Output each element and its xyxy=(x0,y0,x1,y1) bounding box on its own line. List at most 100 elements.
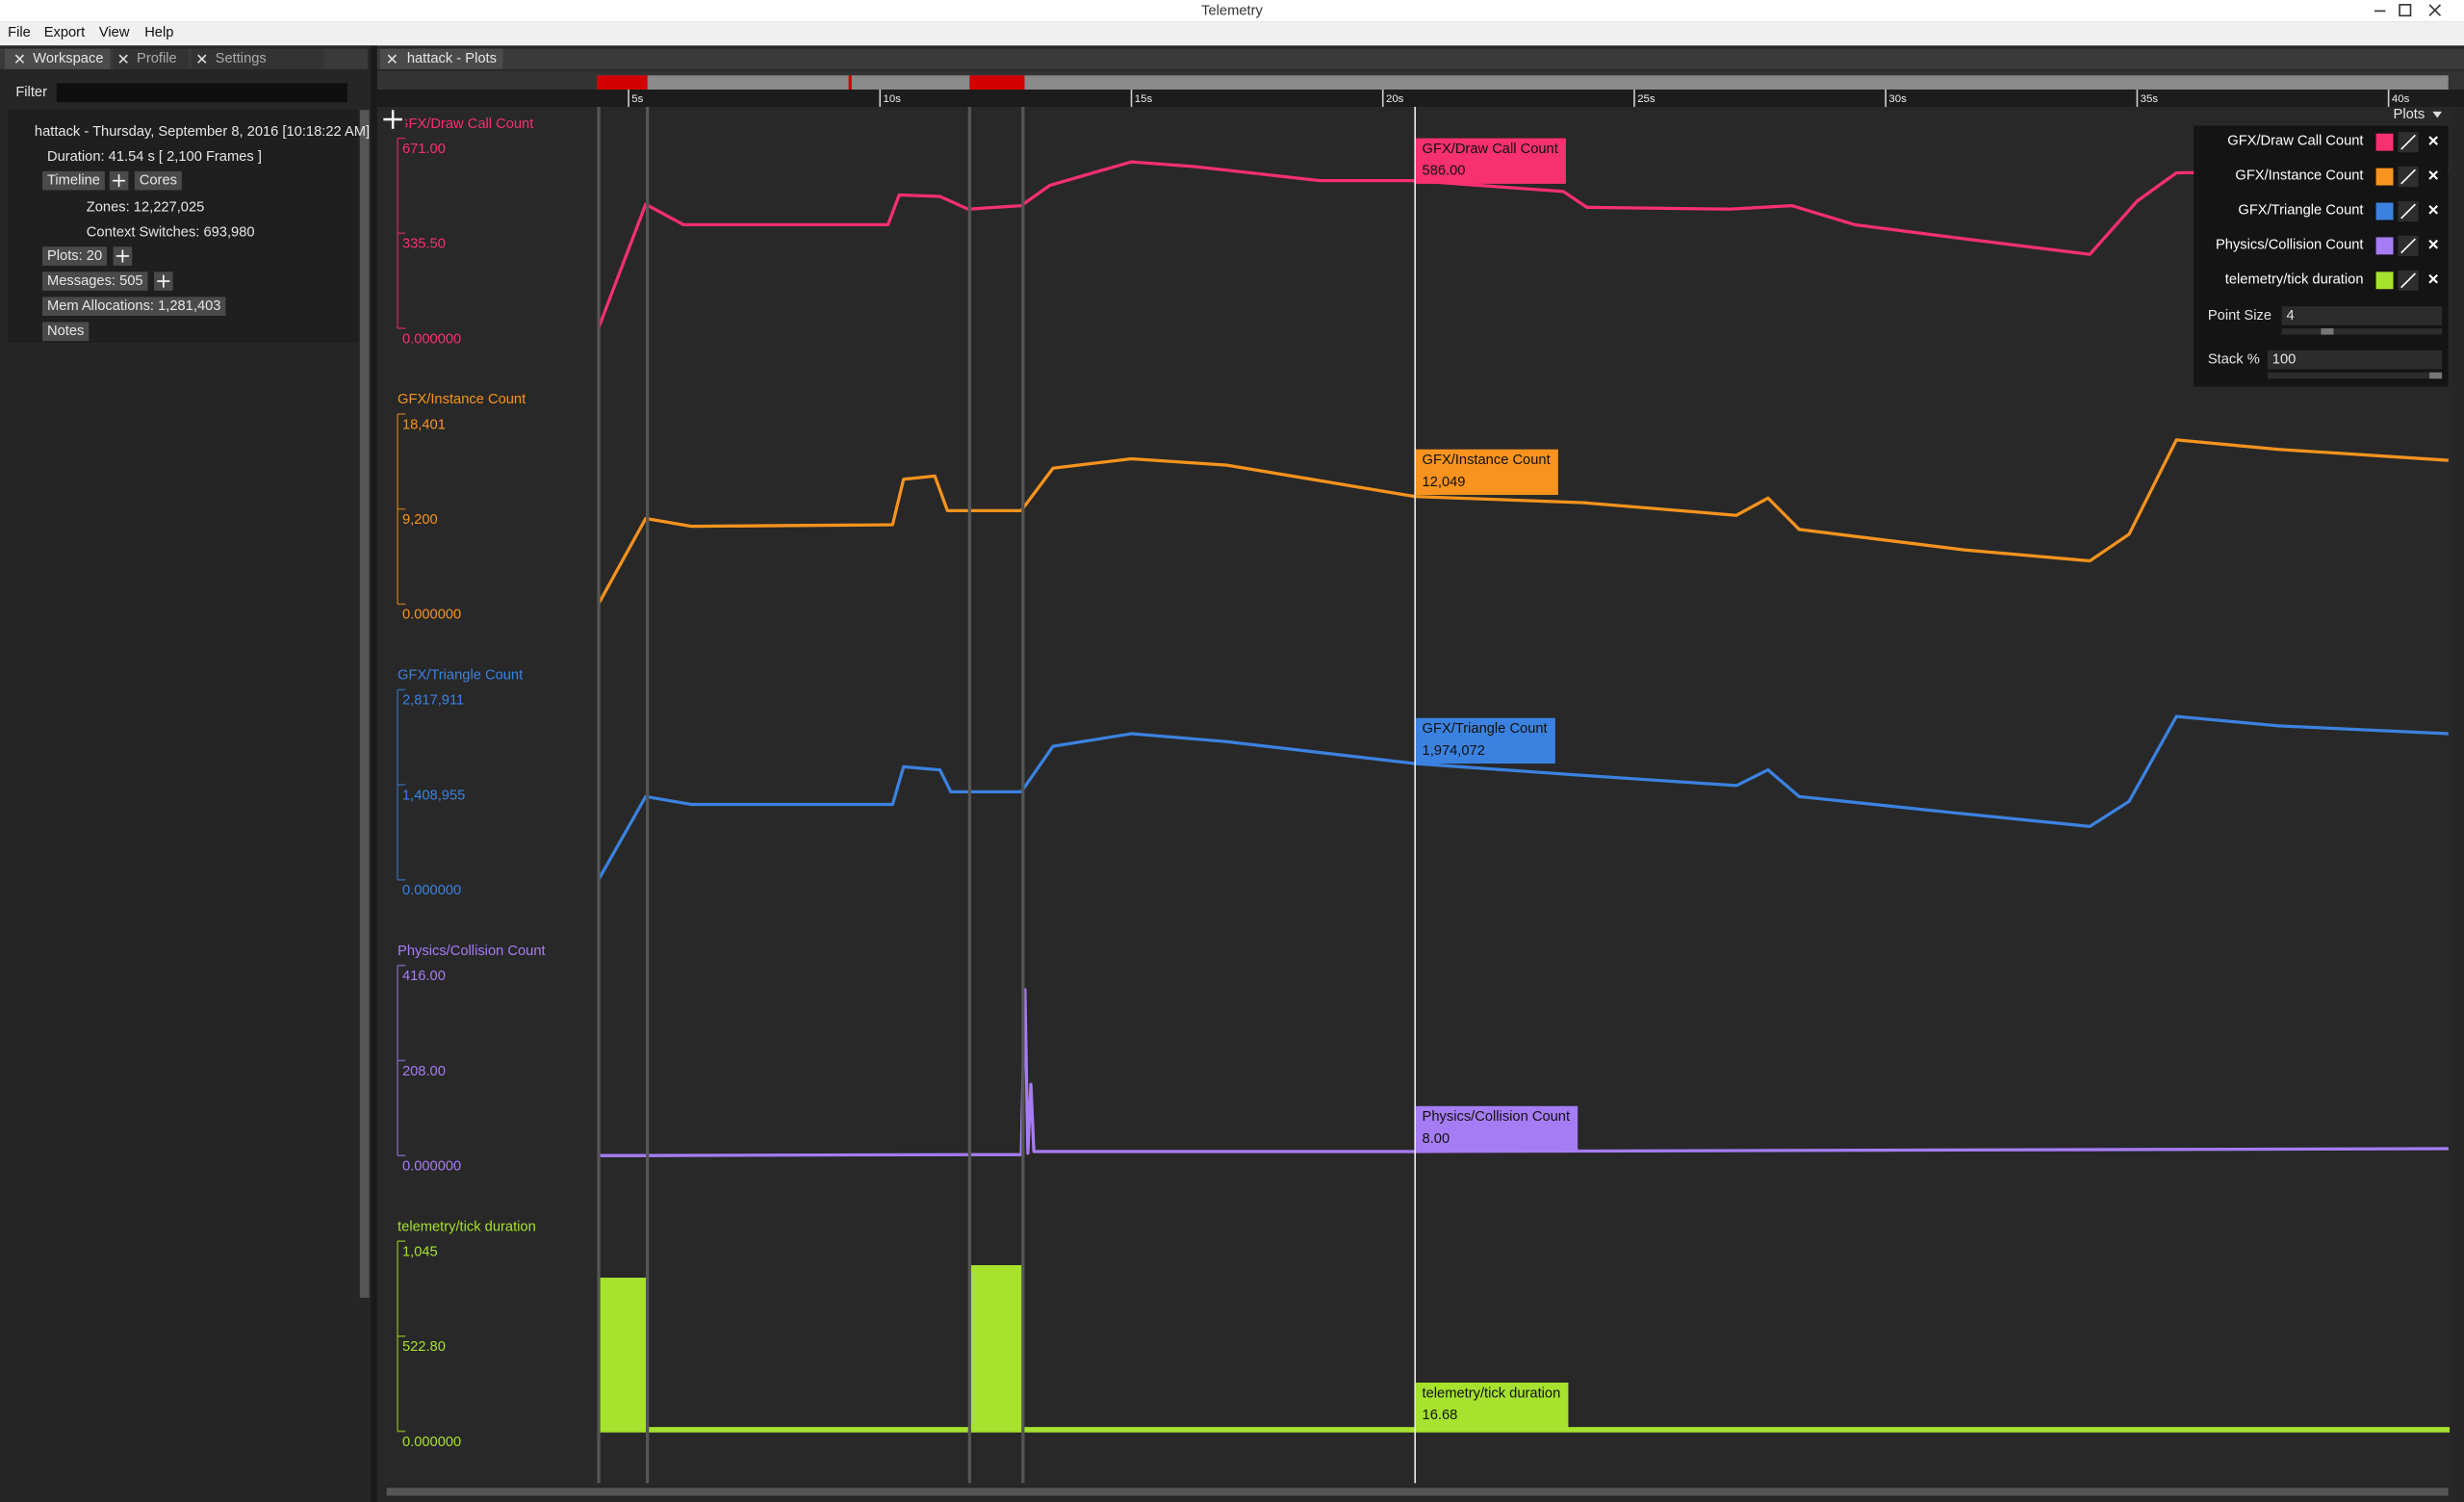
plus-icon[interactable] xyxy=(116,249,129,263)
plus-icon[interactable] xyxy=(157,274,170,288)
line-series xyxy=(597,438,2449,606)
sidebar-button-label[interactable]: Plots: 20 xyxy=(47,248,102,264)
legend: GFX/Draw Call Count GFX/Instance Count GFX… xyxy=(2216,132,2438,291)
sidebar-button[interactable] xyxy=(42,322,90,342)
legend-swatch[interactable] xyxy=(2375,133,2394,151)
stack-input[interactable] xyxy=(2267,350,2443,370)
legend-panel xyxy=(2194,125,2449,387)
time-tick-label: 20s xyxy=(1386,93,1404,105)
sidebar-button-label[interactable]: Mem Allocations: 1,281,403 xyxy=(47,298,221,314)
tab[interactable] xyxy=(192,48,324,69)
splitter[interactable] xyxy=(371,45,377,1502)
tab-close-icons[interactable] xyxy=(14,54,207,64)
legend-remove[interactable] xyxy=(2428,273,2438,284)
tab-label[interactable]: Workspace xyxy=(33,51,103,66)
close-button[interactable] xyxy=(2428,4,2442,16)
stack-thumb[interactable] xyxy=(2429,372,2443,379)
legend-remove[interactable] xyxy=(2428,239,2438,249)
y-tick-label: 0.000000 xyxy=(402,883,461,898)
stack-value[interactable]: 100 xyxy=(2272,352,2297,368)
filter-input[interactable] xyxy=(56,83,347,103)
sidebar-button[interactable] xyxy=(134,170,182,191)
tab-active[interactable] xyxy=(4,48,111,69)
plots-menu[interactable]: Plots xyxy=(2394,107,2426,122)
legend-swatch[interactable] xyxy=(2375,202,2394,220)
window-title: Telemetry xyxy=(1201,3,1263,18)
plots-menu-arrow[interactable] xyxy=(2432,111,2443,118)
legend-style-icon[interactable] xyxy=(2400,134,2416,150)
tab-label[interactable]: Profile xyxy=(137,51,177,66)
plot-area xyxy=(376,106,2464,1487)
add-plot-icon[interactable] xyxy=(383,110,402,129)
frame-marker[interactable] xyxy=(848,75,852,91)
stack-slider[interactable] xyxy=(2267,372,2443,379)
tab[interactable] xyxy=(113,48,189,69)
maximize-button[interactable] xyxy=(2399,4,2412,17)
frame-marker[interactable] xyxy=(597,75,648,91)
legend-name[interactable]: Physics/Collision Count xyxy=(2216,237,2364,252)
sidebar-button-label[interactable]: Timeline xyxy=(47,173,100,189)
legend-style-icon[interactable] xyxy=(2400,203,2416,220)
horizontal-scrollbar[interactable] xyxy=(386,1488,2449,1496)
time-tick-label: 5s xyxy=(631,93,643,105)
sidebar-button-label[interactable]: Notes xyxy=(47,324,84,339)
sidebar-button[interactable] xyxy=(42,170,105,191)
frame-marker[interactable] xyxy=(969,75,1025,91)
menu-item[interactable]: File xyxy=(8,25,31,40)
y-tick-label: 1,408,955 xyxy=(402,788,465,803)
plot-tab-close[interactable] xyxy=(387,54,398,64)
point-size-input[interactable] xyxy=(2281,306,2443,325)
y-tick-label: 0.000000 xyxy=(402,608,461,623)
tooltip-value: 12,049 xyxy=(1423,475,1466,490)
legend-style-icon[interactable] xyxy=(2400,272,2416,289)
cursor-tooltip xyxy=(1416,449,1558,496)
y-tick-label: 18,401 xyxy=(402,417,446,432)
menu-item[interactable]: Export xyxy=(44,25,85,40)
legend-name[interactable]: telemetry/tick duration xyxy=(2225,272,2364,287)
legend-swatch[interactable] xyxy=(2375,272,2394,290)
y-tick-label: 335.50 xyxy=(402,237,446,252)
legend-name[interactable]: GFX/Triangle Count xyxy=(2238,203,2363,219)
session-buttons: Timeline Cores Plots: 20 Messages: 505 Mem A… xyxy=(42,170,226,342)
y-tick-label: 671.00 xyxy=(402,142,446,157)
y-tick-label: 9,200 xyxy=(402,512,438,528)
time-tick-label: 25s xyxy=(1637,93,1656,105)
legend-name[interactable]: GFX/Instance Count xyxy=(2235,168,2363,184)
legend-remove[interactable] xyxy=(2428,170,2438,180)
session-title: hattack - Thursday, September 8, 2016 [1… xyxy=(35,124,370,140)
y-tick-label: 2,817,911 xyxy=(402,693,464,709)
point-size-thumb[interactable] xyxy=(2321,328,2334,335)
legend-swatch[interactable] xyxy=(2375,168,2394,186)
menu-item[interactable]: View xyxy=(99,25,130,40)
tab-label[interactable]: Settings xyxy=(216,51,267,66)
legend-swatch[interactable] xyxy=(2375,237,2394,255)
plot-tab-label[interactable]: hattack - Plots xyxy=(407,51,497,66)
plus-icon[interactable] xyxy=(113,174,126,188)
tooltip-name: GFX/Triangle Count xyxy=(1423,721,1548,737)
point-size-slider[interactable] xyxy=(2281,328,2443,335)
sidebar-button-label[interactable]: Cores xyxy=(140,173,177,189)
legend-remove[interactable] xyxy=(2428,136,2438,145)
legend-style-icon[interactable] xyxy=(2400,168,2416,185)
plot-title: GFX/Instance Count xyxy=(398,392,526,407)
title-bar xyxy=(0,0,2464,22)
tooltip-value: 8.00 xyxy=(1423,1131,1450,1147)
tooltip-name: GFX/Draw Call Count xyxy=(1423,142,1558,157)
sidebar-button[interactable] xyxy=(42,272,148,291)
cursor-tooltip xyxy=(1416,1382,1569,1429)
legend-style-icon[interactable] xyxy=(2400,238,2416,254)
sidebar-button[interactable] xyxy=(42,297,226,316)
plots: GFX/Draw Call Count 0.000000 335.50 671.00 G… xyxy=(397,117,2451,1450)
legend-name[interactable]: GFX/Draw Call Count xyxy=(2227,134,2363,149)
left-scrollbar[interactable] xyxy=(359,110,370,1298)
menu-item[interactable]: Help xyxy=(144,25,173,40)
line-series xyxy=(597,714,2449,881)
plot-tab[interactable] xyxy=(380,48,503,69)
point-size-value[interactable]: 4 xyxy=(2287,308,2295,324)
cursor-tooltips: GFX/Draw Call Count 586.00 GFX/Instance Co… xyxy=(1416,138,1578,1429)
tooltip-name: Physics/Collision Count xyxy=(1423,1109,1571,1125)
legend-remove[interactable] xyxy=(2428,205,2438,215)
sidebar-button-label[interactable]: Messages: 505 xyxy=(47,273,143,289)
sidebar-button[interactable] xyxy=(42,246,108,266)
